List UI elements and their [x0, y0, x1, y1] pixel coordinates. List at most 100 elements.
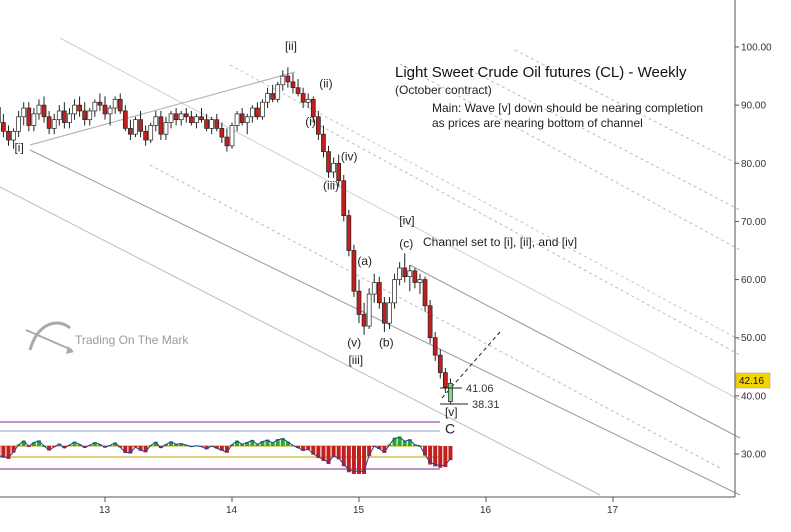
candle-body: [239, 113, 245, 123]
candle: [346, 209, 352, 257]
candle-body: [183, 113, 189, 118]
candle-body: [148, 125, 154, 141]
candle-body: [300, 93, 306, 103]
candle-body: [260, 101, 265, 118]
candle-body: [72, 104, 77, 115]
candle-body: [163, 122, 169, 135]
candle-body: [341, 180, 347, 216]
oscillator-bar: [301, 446, 306, 451]
y-tick-label: 60.00: [741, 275, 766, 286]
oscillator-bar: [36, 440, 41, 446]
candle-body: [6, 130, 11, 141]
oscillator-bar: [72, 441, 77, 446]
candle-body: [87, 110, 93, 121]
candle: [168, 110, 174, 129]
x-axis-ticks: 13 14 15 16 17: [99, 497, 619, 516]
oscillator-bar: [275, 439, 280, 446]
candle-body: [82, 110, 88, 121]
candle: [290, 73, 296, 94]
oscillator-histogram: [0, 436, 453, 474]
candle-body: [214, 119, 220, 129]
oscillator-bar: [412, 444, 417, 446]
candle-body: [376, 282, 382, 304]
oscillator-bar: [123, 446, 128, 454]
oscillator-bar: [326, 446, 331, 465]
oscillator-bar: [57, 443, 62, 446]
oscillator-bar: [331, 446, 336, 457]
candle-body: [1, 122, 6, 132]
watermark-logo: [25, 321, 74, 354]
candle-body: [31, 113, 37, 126]
candle-body: [41, 104, 47, 118]
oscillator-bar: [138, 446, 143, 451]
candle: [341, 174, 347, 222]
candle-body: [427, 305, 433, 339]
oscillator-bar: [265, 439, 270, 446]
oscillator-bar: [6, 446, 11, 459]
candle: [92, 99, 98, 117]
candle-body: [448, 382, 453, 403]
candle-body: [270, 93, 275, 100]
candle-body: [92, 101, 98, 112]
oscillator-bar: [158, 446, 163, 449]
candle-body: [234, 113, 240, 126]
wave-label: (v): [347, 335, 361, 349]
candle-body: [316, 116, 321, 135]
candle: [16, 110, 21, 138]
candle: [97, 93, 103, 111]
channel-line: [309, 119, 741, 356]
oscillator-bar: [402, 440, 407, 446]
y-tick-label: 100.00: [741, 43, 772, 54]
candle: [305, 93, 311, 109]
candle-body: [326, 151, 331, 173]
channel-line: [409, 264, 741, 439]
candle-body: [392, 279, 397, 304]
last-price-label: 42.16: [739, 376, 764, 387]
candle: [351, 244, 357, 298]
candle-body: [412, 270, 418, 283]
x-tick-label: 13: [99, 505, 111, 516]
wave-label: [v]: [445, 405, 458, 419]
candle-body: [361, 314, 367, 327]
wave-label: [iv]: [399, 213, 414, 227]
candle-body: [265, 93, 270, 103]
oscillator-bar: [103, 446, 107, 448]
watermark-text: Trading On The Mark: [75, 333, 189, 347]
wave-label: (i): [305, 114, 316, 128]
oscillator-bar: [62, 446, 67, 449]
candle-body: [255, 107, 260, 118]
oscillator-bar: [174, 444, 179, 446]
channel-line: [59, 37, 741, 401]
candle-body: [249, 107, 255, 118]
candle: [443, 367, 448, 393]
candle-body: [158, 116, 164, 135]
candle-body: [310, 98, 316, 118]
candle-body: [275, 84, 281, 100]
oscillator-bar: [179, 443, 184, 446]
oscillator-bar: [280, 437, 285, 446]
candle: [112, 96, 118, 114]
candle-body: [168, 113, 174, 123]
wave-label: (a): [357, 254, 372, 268]
candle-body: [209, 119, 215, 129]
candle: [41, 96, 47, 123]
oscillator-bar: [97, 444, 102, 446]
candle-body: [112, 98, 118, 109]
y-tick-label: 80.00: [741, 159, 766, 170]
oscillator-bar: [428, 446, 433, 465]
oscillator-bar: [377, 446, 382, 450]
candle-body: [21, 107, 27, 118]
oscillator-bar: [382, 446, 387, 453]
candle-body: [11, 130, 16, 141]
candle: [46, 110, 52, 135]
candle: [361, 302, 367, 335]
x-tick-label: 15: [353, 505, 365, 516]
candle: [6, 125, 11, 146]
candle-body: [77, 104, 82, 112]
candle-body: [51, 119, 57, 129]
candle: [316, 110, 321, 141]
candle: [331, 157, 336, 178]
oscillator-bar: [143, 446, 148, 453]
candle-body: [290, 81, 296, 89]
